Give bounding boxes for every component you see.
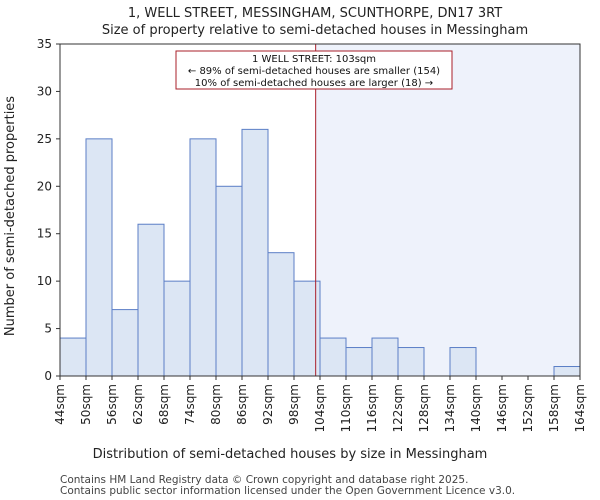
x-tick-label: 152sqm xyxy=(521,384,535,432)
y-tick-label: 30 xyxy=(37,84,52,98)
y-tick-label: 5 xyxy=(44,322,52,336)
footer-copyright: Contains HM Land Registry data © Crown c… xyxy=(60,474,468,486)
bars xyxy=(59,128,581,377)
bar-68sqm xyxy=(163,280,191,377)
y-axis: 0 5 10 15 20 25 30 35 xyxy=(37,37,60,383)
bar-62sqm xyxy=(137,223,165,377)
x-tick-label: 86sqm xyxy=(235,384,249,425)
larger-region-highlight xyxy=(315,44,580,376)
footer-licence: Contains public sector information licen… xyxy=(60,485,515,497)
x-axis: 44sqm 50sqm 56sqm 62sqm 68sqm 74sqm 80sqm 86sqm… xyxy=(53,376,587,432)
x-tick-label: 116sqm xyxy=(365,384,379,432)
x-tick-label: 158sqm xyxy=(547,384,561,432)
x-tick-label: 98sqm xyxy=(287,384,301,425)
x-tick-label: 56sqm xyxy=(105,384,119,425)
x-tick-label: 74sqm xyxy=(183,384,197,425)
x-tick-label: 122sqm xyxy=(391,384,405,432)
bar-92sqm xyxy=(267,252,295,377)
x-tick-label: 80sqm xyxy=(209,384,223,425)
annotation-smaller: ← 89% of semi-detached houses are smalle… xyxy=(188,66,440,77)
bar-116sqm xyxy=(371,337,399,377)
bar-74sqm xyxy=(189,138,217,377)
y-tick-label: 35 xyxy=(37,37,52,51)
plot-area: 0 5 10 15 20 25 30 35 44sqm 50sqm 56sqm 62sqm 68sqm… xyxy=(37,37,587,432)
y-tick-label: 20 xyxy=(37,179,52,193)
x-tick-label: 164sqm xyxy=(573,384,587,432)
x-tick-label: 134sqm xyxy=(443,384,457,432)
chart-subtitle: Size of property relative to semi-detach… xyxy=(102,23,528,38)
x-axis-label: Distribution of semi-detached houses by … xyxy=(93,447,488,462)
x-tick-label: 128sqm xyxy=(417,384,431,432)
annotation-border xyxy=(175,50,453,90)
bar-50sqm xyxy=(85,138,113,377)
annotation-box: 1 WELL STREET: 103sqm ← 89% of semi-deta… xyxy=(175,50,453,90)
annotation-title: 1 WELL STREET: 103sqm xyxy=(252,54,376,65)
x-tick-label: 50sqm xyxy=(79,384,93,425)
y-tick-label: 25 xyxy=(37,132,52,146)
annotation-larger: 10% of semi-detached houses are larger (… xyxy=(195,78,433,89)
x-tick-label: 62sqm xyxy=(131,384,145,425)
bar-80sqm xyxy=(215,185,243,377)
x-tick-label: 68sqm xyxy=(157,384,171,425)
y-tick-label: 0 xyxy=(44,369,52,383)
x-tick-label: 104sqm xyxy=(313,384,327,432)
bar-86sqm xyxy=(241,128,269,377)
y-tick-label: 10 xyxy=(37,274,52,288)
bar-134sqm xyxy=(449,347,477,377)
x-tick-label: 92sqm xyxy=(261,384,275,425)
plot-frame xyxy=(59,43,581,377)
x-tick-label: 44sqm xyxy=(53,384,67,425)
bar-44sqm xyxy=(59,337,87,377)
y-axis-label: Number of semi-detached properties xyxy=(3,96,18,336)
y-tick-label: 15 xyxy=(37,227,52,241)
x-tick-label: 110sqm xyxy=(339,384,353,432)
bar-122sqm xyxy=(397,347,425,377)
chart-title: 1, WELL STREET, MESSINGHAM, SCUNTHORPE, … xyxy=(128,6,502,21)
x-tick-label: 146sqm xyxy=(495,384,509,432)
bar-110sqm xyxy=(345,347,373,377)
bar-104sqm xyxy=(319,337,347,377)
x-tick-label: 140sqm xyxy=(469,384,483,432)
bar-56sqm xyxy=(111,309,139,377)
bar-158sqm xyxy=(553,366,581,377)
